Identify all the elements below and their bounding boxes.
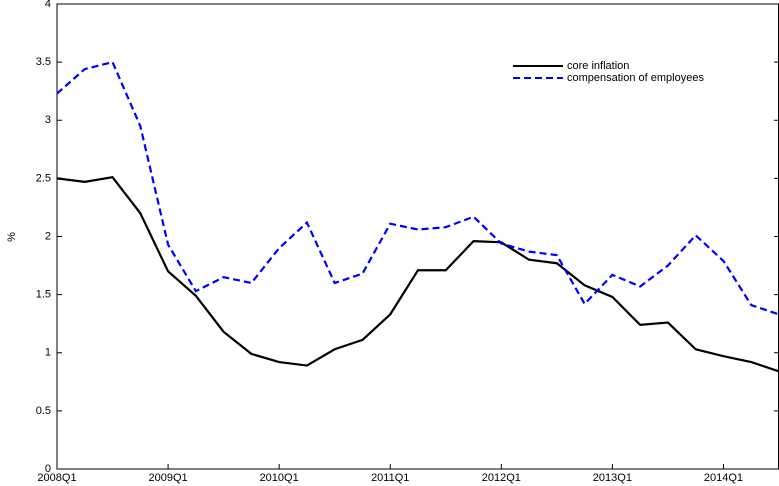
y-tick-label: 2.5 xyxy=(36,172,51,184)
series-line xyxy=(56,60,779,316)
y-tick-label: 3 xyxy=(45,114,51,126)
x-tick-label: 2012Q1 xyxy=(482,472,521,484)
legend-label: compensation of employees xyxy=(567,72,704,84)
y-axis-label: % xyxy=(6,232,18,242)
y-tick-label: 4 xyxy=(45,0,51,10)
x-tick-label: 2013Q1 xyxy=(593,472,632,484)
legend-label: core inflation xyxy=(567,60,629,72)
y-tick-label: 0.5 xyxy=(36,405,51,417)
y-tick-label: 3.5 xyxy=(36,56,51,68)
x-tick-label: 2010Q1 xyxy=(260,472,299,484)
x-tick-label: 2008Q1 xyxy=(37,472,76,484)
x-tick-label: 2009Q1 xyxy=(148,472,187,484)
y-tick-label: 1.5 xyxy=(36,289,51,301)
series-line xyxy=(56,176,779,373)
x-tick-label: 2014Q1 xyxy=(704,472,743,484)
y-tick-label: 0 xyxy=(45,463,51,475)
x-tick-label: 2011Q1 xyxy=(371,472,409,484)
y-tick-label: 2 xyxy=(45,230,51,242)
y-tick-label: 1 xyxy=(45,347,51,359)
